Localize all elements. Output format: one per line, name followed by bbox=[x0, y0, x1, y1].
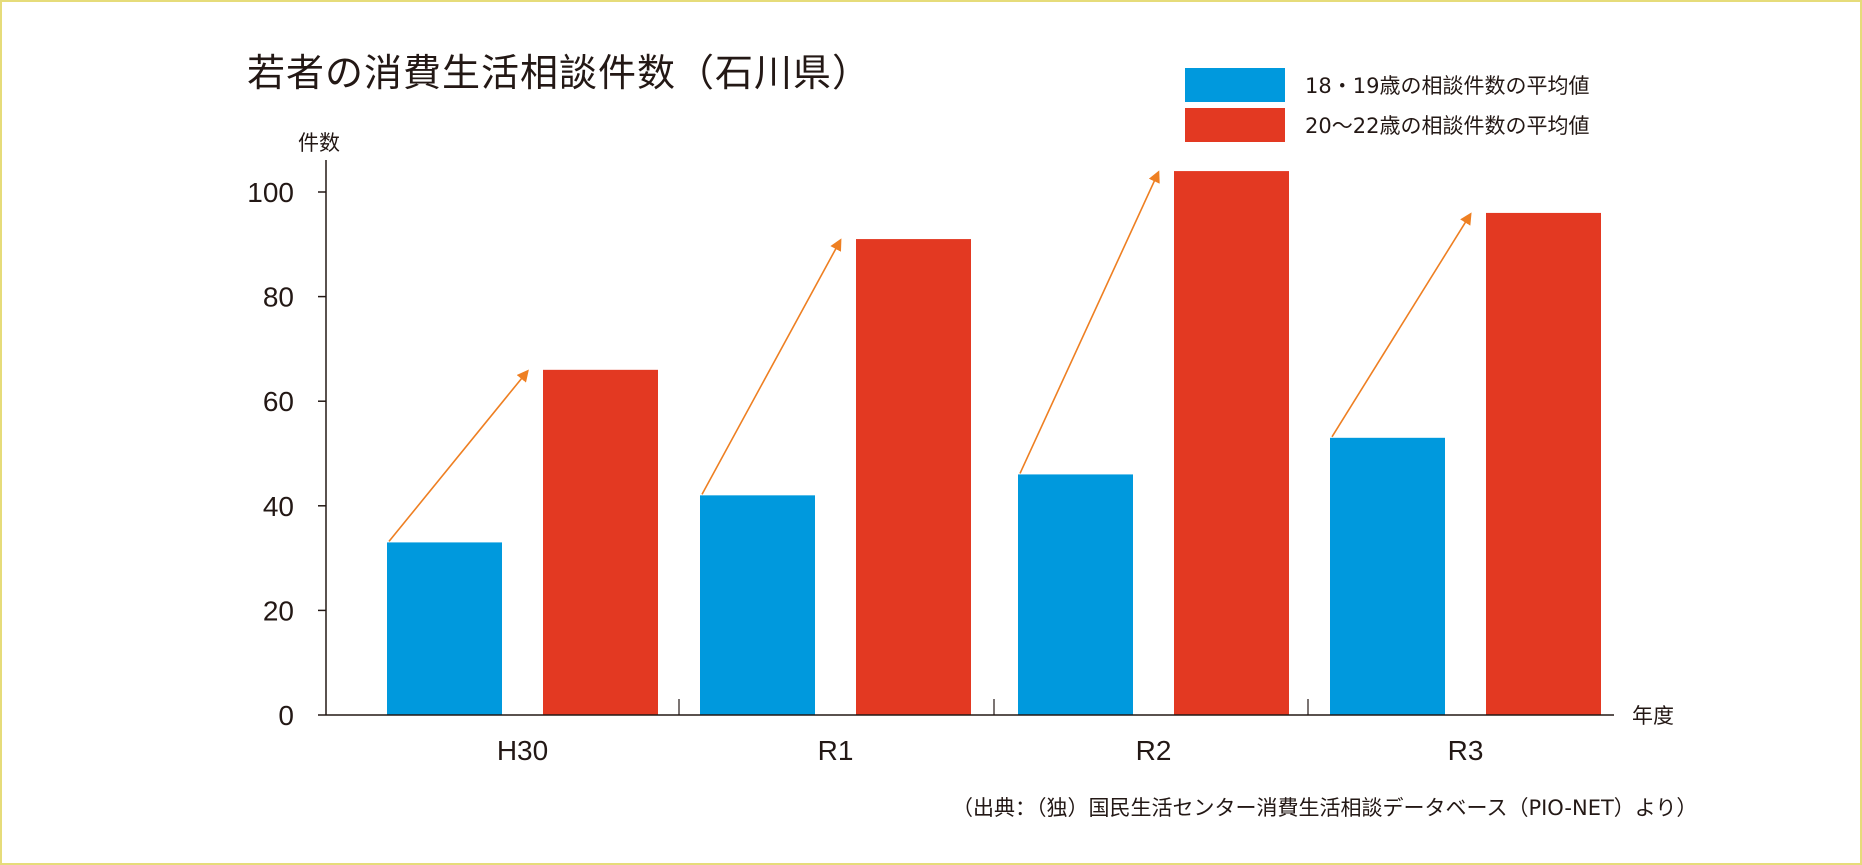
legend-label-series-2: 20〜22歳の相談件数の平均値 bbox=[1305, 114, 1590, 138]
y-axis-label: 件数 bbox=[298, 131, 340, 155]
legend-item-series-2: 20〜22歳の相談件数の平均値 bbox=[1185, 106, 1589, 144]
bar-series-1-r1 bbox=[700, 495, 815, 715]
x-tick-label-r1: R1 bbox=[818, 735, 854, 766]
y-tick-label-0: 0 bbox=[278, 700, 294, 731]
y-tick-label-20: 20 bbox=[263, 595, 294, 626]
y-tick-label-80: 80 bbox=[263, 282, 294, 313]
y-tick-label-40: 40 bbox=[263, 491, 294, 522]
legend-swatch-series-2 bbox=[1185, 108, 1285, 142]
legend-swatch-series-1 bbox=[1185, 68, 1285, 102]
bar-series-2-h30 bbox=[543, 369, 658, 715]
trend-arrow-r1 bbox=[701, 238, 842, 495]
trend-arrow-r2 bbox=[1019, 170, 1160, 474]
source-note: （出典：（独）国民生活センター消費生活相談データベース（PIO-NET）より） bbox=[952, 796, 1698, 820]
bar-series-2-r3 bbox=[1486, 212, 1601, 716]
x-tick-label-h30: H30 bbox=[497, 735, 548, 766]
bar-series-1-r3 bbox=[1330, 437, 1445, 715]
bar-series-1-r2 bbox=[1018, 474, 1133, 715]
bar-series-2-r1 bbox=[856, 239, 971, 715]
y-tick-label-60: 60 bbox=[263, 386, 294, 417]
y-tick-label-100: 100 bbox=[247, 177, 294, 208]
legend-label-series-1: 18・19歳の相談件数の平均値 bbox=[1305, 74, 1590, 98]
legend: 18・19歳の相談件数の平均値 20〜22歳の相談件数の平均値 bbox=[1185, 66, 1589, 146]
bar-series-2-r2 bbox=[1174, 171, 1289, 715]
trend-arrow-h30 bbox=[388, 369, 529, 542]
x-axis-label: 年度 bbox=[1632, 704, 1674, 728]
legend-item-series-1: 18・19歳の相談件数の平均値 bbox=[1185, 66, 1589, 104]
trend-arrow-r3 bbox=[1331, 212, 1472, 438]
chart-title: 若者の消費生活相談件数（石川県） bbox=[247, 51, 872, 95]
bar-series-1-h30 bbox=[387, 542, 502, 715]
x-tick-label-r3: R3 bbox=[1448, 735, 1484, 766]
x-tick-label-r2: R2 bbox=[1136, 735, 1172, 766]
